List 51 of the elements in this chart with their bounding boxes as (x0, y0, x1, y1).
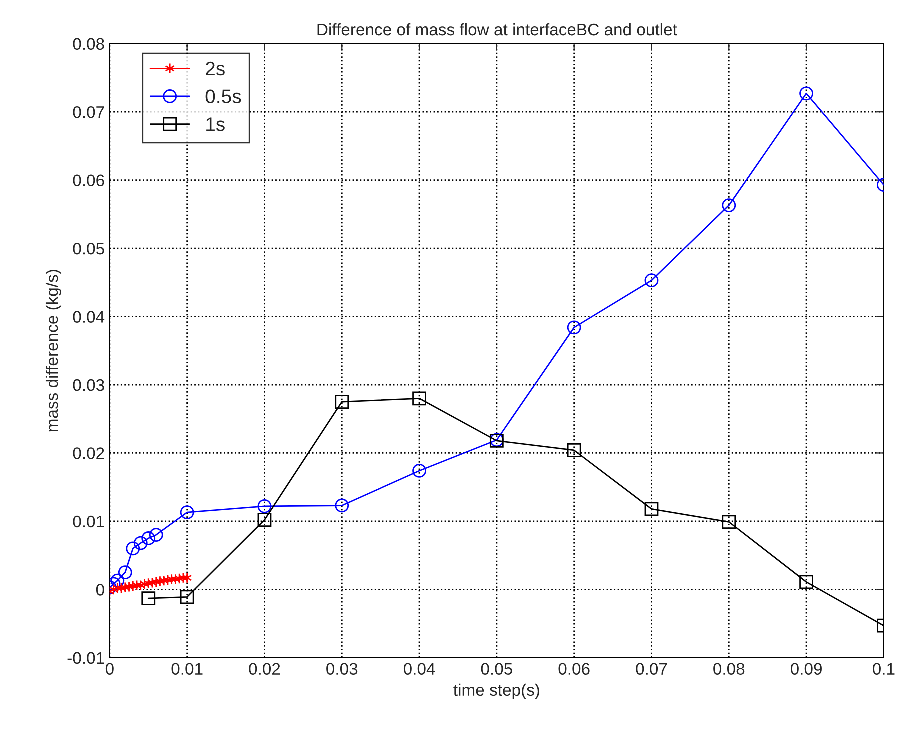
point (142, 592, 156, 606)
x-tick-label: 0 (106, 663, 114, 676)
point (142, 532, 156, 546)
point (182, 572, 192, 584)
point (258, 499, 272, 514)
point (134, 536, 148, 550)
y-tick-label: 0.02 (73, 448, 104, 460)
chart-title: Difference of mass flow at interfaceBC and outlet (318, 23, 678, 36)
point (180, 590, 194, 604)
point (644, 502, 659, 516)
y-tick-label: 0.05 (73, 242, 104, 255)
x-tick-label: 0.01 (172, 663, 203, 676)
legend-label: 2s (206, 62, 225, 76)
y-tick-label: 0.06 (73, 174, 104, 187)
point (335, 498, 350, 513)
point (722, 515, 736, 530)
point (118, 566, 132, 580)
point (800, 575, 814, 590)
y-tick-label: 0.03 (73, 379, 104, 392)
x-tick-label: 0.02 (249, 663, 280, 676)
point (126, 542, 140, 556)
y-axis-title: mass difference (kg/s) (46, 270, 62, 432)
x-tick-label: 0.04 (404, 663, 436, 676)
y-tick-label: 0 (96, 584, 104, 596)
x-tick-label: 0.07 (636, 663, 668, 676)
x-tick-label: 0.1 (873, 663, 895, 676)
point (644, 274, 659, 288)
x-tick-label: 0.05 (481, 663, 512, 676)
point (800, 86, 814, 101)
y-tick-label: -0.01 (68, 652, 104, 664)
point (567, 320, 582, 335)
y-tick-label: 0.01 (73, 516, 104, 528)
legend-label: 0.5s (206, 90, 242, 104)
point (149, 528, 164, 542)
x-tick-label: 0.08 (714, 663, 745, 676)
y-tick-label: 0.04 (73, 311, 105, 323)
x-tick-label: 0.09 (790, 663, 822, 676)
x-tick-label: 0.06 (558, 663, 590, 676)
point (335, 395, 350, 409)
point (722, 198, 736, 212)
point (412, 464, 426, 478)
legend-label: 1s (206, 118, 225, 132)
y-tick-label: 0.07 (73, 106, 104, 118)
point (180, 506, 194, 520)
point (567, 444, 582, 458)
point (110, 574, 125, 588)
y-tick-label: 0.08 (73, 38, 104, 50)
point (412, 392, 426, 406)
x-axis-title: time step(s) (454, 684, 540, 700)
x-tick-label: 0.03 (326, 663, 358, 676)
point (258, 513, 272, 528)
